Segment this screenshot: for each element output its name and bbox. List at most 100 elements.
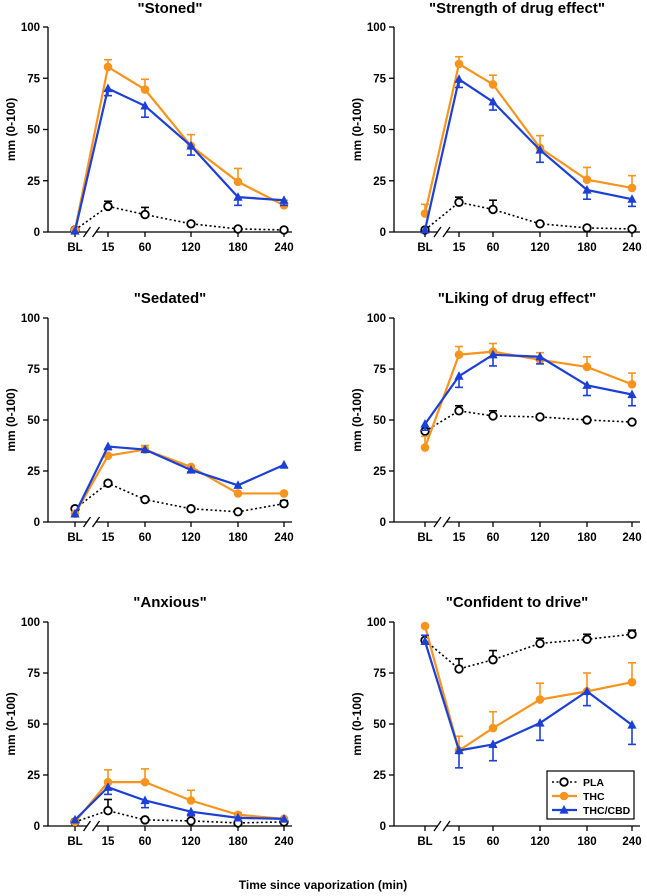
- data-point: [279, 489, 289, 498]
- data-point: [627, 720, 637, 729]
- series-line: [74, 445, 285, 515]
- data-point: [186, 140, 196, 150]
- data-point: [582, 223, 592, 233]
- data-point: [627, 224, 637, 234]
- data-point: [627, 629, 637, 639]
- y-tick-label: 50: [27, 125, 40, 137]
- series-line: [424, 633, 633, 670]
- y-tick-label: 0: [380, 517, 386, 529]
- chart-panel-5: "Anxious" 0 25 50 75 100 mm (0-100) BL 15 60 120 18…: [4, 594, 294, 848]
- x-tick-label: 60: [139, 242, 152, 254]
- legend-marker: [559, 791, 569, 801]
- data-point: [279, 813, 289, 823]
- series-line: [423, 77, 633, 231]
- data-point: [488, 96, 498, 106]
- data-point: [488, 723, 498, 733]
- y-axis-label: mm (0-100): [350, 98, 364, 161]
- series-line: [73, 86, 285, 232]
- series-line: [424, 409, 633, 432]
- series-thc-cbd: [420, 634, 637, 769]
- series-pla: [70, 200, 289, 235]
- chart-title: "Anxious": [133, 594, 206, 611]
- data-point: [233, 480, 243, 489]
- data-point: [420, 224, 430, 234]
- data-point: [103, 441, 113, 451]
- data-point: [140, 777, 150, 787]
- y-axis-label: mm (0-100): [350, 388, 364, 451]
- data-point: [186, 816, 196, 826]
- x-tick-label: 15: [102, 836, 115, 848]
- y-tick-label: 25: [373, 770, 386, 782]
- data-point: [103, 806, 113, 816]
- data-point: [140, 444, 150, 454]
- data-point: [186, 219, 196, 229]
- y-tick-label: 25: [27, 466, 40, 478]
- series-pla: [420, 404, 637, 436]
- data-point: [535, 145, 545, 154]
- axis-break-mark: [433, 226, 442, 238]
- data-point: [233, 177, 243, 187]
- y-tick-label: 75: [373, 73, 386, 85]
- axis-break-mark: [82, 820, 92, 832]
- series-pla: [70, 798, 289, 828]
- series-line: [424, 201, 633, 231]
- x-tick-label: 180: [577, 532, 596, 544]
- chart-title: "Liking of drug effect": [438, 290, 596, 307]
- data-point: [454, 371, 464, 380]
- data-point: [103, 201, 113, 212]
- data-point: [627, 194, 637, 203]
- data-point: [488, 739, 498, 748]
- axis-break-mark: [442, 516, 451, 528]
- y-tick-label: 50: [373, 125, 386, 137]
- y-tick-label: 0: [34, 227, 40, 239]
- series-thc-cbd: [420, 349, 637, 432]
- data-point: [186, 806, 196, 816]
- series-line: [74, 785, 285, 821]
- x-tick-label: 240: [622, 532, 641, 544]
- data-point: [582, 175, 592, 185]
- data-point: [103, 62, 113, 72]
- x-tick-label: 120: [181, 242, 200, 254]
- data-point: [279, 498, 289, 509]
- data-point: [535, 412, 545, 422]
- series-line: [423, 625, 633, 753]
- series-thc-cbd: [420, 74, 637, 234]
- data-point: [186, 796, 196, 805]
- data-point: [140, 494, 150, 505]
- y-tick-label: 75: [27, 364, 40, 376]
- data-point: [420, 621, 430, 631]
- axis-break-mark: [433, 820, 442, 832]
- legend-label: THC: [583, 791, 605, 803]
- y-tick-label: 50: [27, 719, 40, 731]
- y-axis-label: mm (0-100): [4, 692, 18, 755]
- data-point: [140, 815, 150, 825]
- x-tick-label: BL: [417, 242, 432, 254]
- data-point: [582, 686, 592, 695]
- series-pla: [70, 478, 289, 517]
- legend-marker: [559, 777, 569, 787]
- chart-title: "Confident to drive": [446, 594, 589, 611]
- x-tick-label: 15: [102, 532, 115, 544]
- data-point: [279, 225, 289, 235]
- series-thc: [420, 55, 637, 218]
- x-tick-label: 180: [577, 836, 596, 848]
- chart-panel-6: "Confident to drive" 0 25 50 75 100 mm (0-100)…: [350, 594, 642, 848]
- y-tick-label: 0: [380, 821, 386, 833]
- x-tick-label: 240: [622, 242, 641, 254]
- data-point: [186, 464, 196, 474]
- data-point: [488, 655, 498, 665]
- axis-break-mark: [442, 226, 451, 238]
- data-point: [582, 634, 592, 645]
- series-line: [74, 809, 285, 824]
- chart-panel-2: "Strength of drug effect" 0 25 50 75 100 mm (0…: [350, 0, 642, 254]
- data-point: [140, 100, 150, 110]
- data-point: [233, 192, 243, 201]
- series-line: [74, 448, 284, 515]
- chart-panel-1: "Stoned" 0 25 50 75 100 mm (0-100) BL 15 60 120 180…: [4, 0, 294, 254]
- x-tick-label: 240: [274, 242, 293, 254]
- data-point: [279, 195, 289, 204]
- data-point: [420, 419, 430, 428]
- y-tick-label: 25: [27, 770, 40, 782]
- series-line: [423, 62, 633, 214]
- data-point: [627, 380, 637, 389]
